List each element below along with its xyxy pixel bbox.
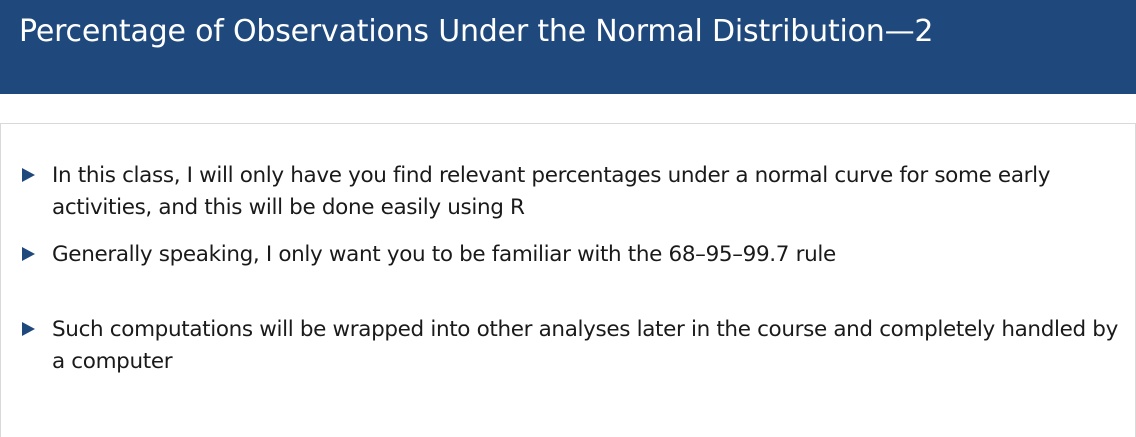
bullet-text: Such computations will be wrapped into o…	[52, 317, 1118, 374]
page-title: Percentage of Observations Under the Nor…	[19, 14, 934, 49]
title-bar: Percentage of Observations Under the Nor…	[0, 0, 1136, 94]
triangle-right-icon	[22, 322, 35, 336]
bullet-text: Generally speaking, I only want you to b…	[52, 242, 836, 267]
bullet-text: In this class, I will only have you find…	[52, 163, 1051, 220]
triangle-right-icon	[22, 168, 35, 182]
content-box	[0, 123, 1136, 437]
triangle-right-icon	[22, 247, 35, 261]
